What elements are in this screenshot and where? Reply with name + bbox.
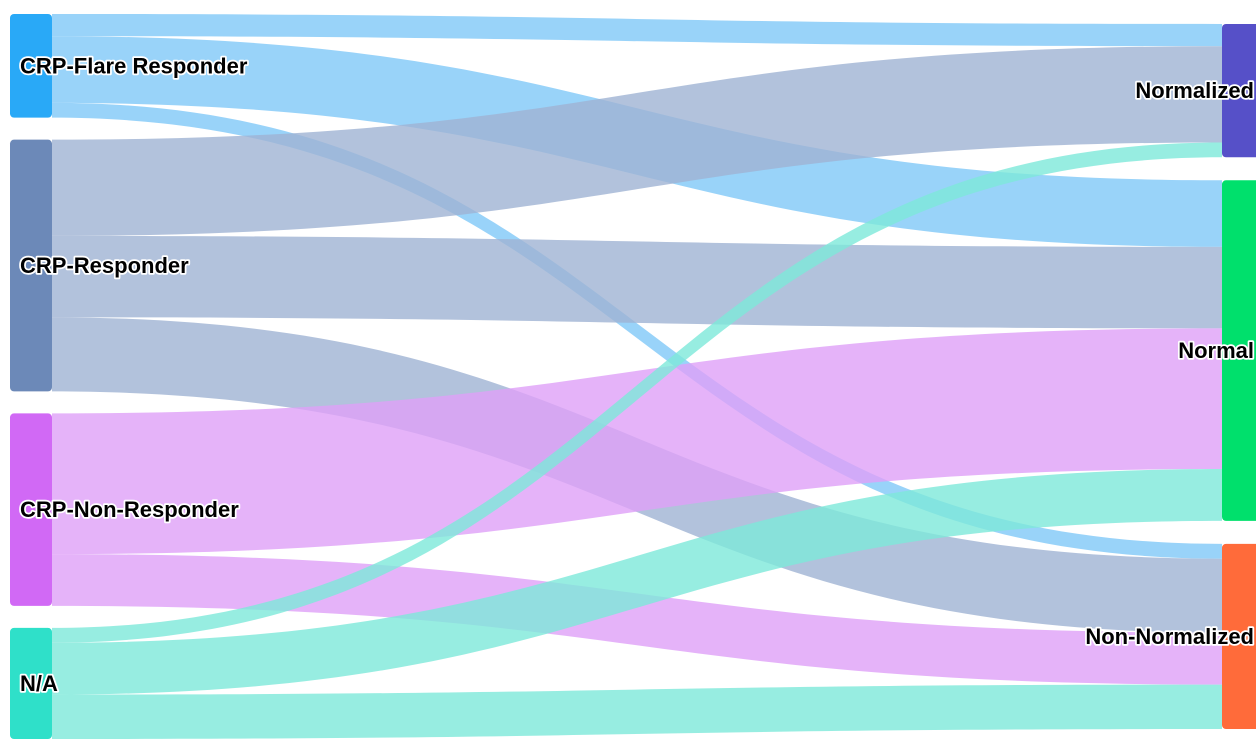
node-nonnormalized[interactable]	[1222, 543, 1256, 729]
node-normal[interactable]	[1222, 180, 1256, 521]
link-na-to-nonnormalized[interactable]	[52, 684, 1222, 739]
link-na-to-normalized[interactable]	[52, 142, 1222, 643]
node-label-normal: Normal	[1178, 338, 1254, 363]
link-crp_nonresp-to-normal[interactable]	[52, 328, 1222, 555]
labels-layer: CRP-Flare Responder CRP-Responder CRP-Non-…	[18, 52, 1256, 698]
link-na-to-normal[interactable]	[52, 469, 1222, 695]
node-crp_flare[interactable]	[10, 14, 52, 118]
link-crp_resp-to-normal[interactable]	[52, 235, 1222, 329]
node-label-crp_flare: CRP-Flare Responder	[20, 53, 248, 78]
node-label-na: N/A	[20, 671, 58, 696]
link-crp_flare-to-normalized[interactable]	[52, 14, 1222, 47]
node-label-crp_nonresp: CRP-Non-Responder	[20, 497, 239, 522]
node-label-normalized: Normalized	[1135, 78, 1254, 103]
node-crp_nonresp[interactable]	[10, 413, 52, 606]
node-normalized[interactable]	[1222, 24, 1256, 158]
link-crp_flare-to-nonnormalized[interactable]	[52, 102, 1222, 559]
node-na[interactable]	[10, 627, 52, 739]
links-layer	[52, 14, 1222, 739]
link-crp_resp-to-normalized[interactable]	[52, 46, 1222, 236]
node-label-crp_resp: CRP-Responder	[20, 253, 189, 278]
node-crp_resp[interactable]	[10, 139, 52, 392]
nodes-layer	[10, 14, 1256, 739]
node-label-nonnormalized: Non-Normalized	[1085, 624, 1254, 649]
